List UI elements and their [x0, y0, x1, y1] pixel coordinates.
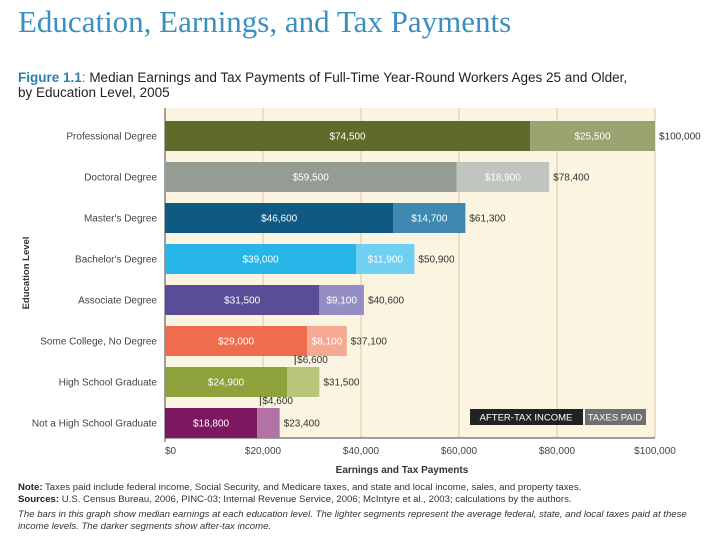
sources-line: Sources: U.S. Census Bureau, 2006, PINC-… [18, 494, 708, 506]
category-label: Associate Degree [78, 296, 157, 307]
bar-after-tax [165, 162, 457, 192]
bar-after-tax [165, 244, 357, 274]
bar-taxes-paid [287, 367, 320, 397]
total-value-label: $23,400 [284, 419, 321, 430]
taxes-value-label: $18,900 [485, 173, 522, 184]
bar-taxes-paid [257, 408, 280, 438]
x-tick-label: $80,000 [539, 446, 576, 457]
total-value-label: $31,500 [323, 378, 360, 389]
taxes-value-label: $4,600 [262, 396, 293, 407]
taxes-value-label: $11,900 [368, 255, 404, 266]
note-line: Note: Taxes paid include federal income,… [18, 482, 708, 494]
total-value-label: $61,300 [469, 214, 506, 225]
figure-label: Figure 1.1 [18, 70, 82, 85]
figure-label-colon: : [81, 70, 86, 85]
after-tax-value-label: $59,500 [293, 173, 330, 184]
bar-after-tax [165, 326, 308, 356]
bar-taxes-paid [393, 203, 466, 233]
figure-caption: Figure 1.1: Median Earnings and Tax Paym… [18, 70, 698, 100]
legend-after-tax-label: AFTER-TAX INCOME [480, 413, 573, 424]
total-value-label: $50,900 [418, 255, 455, 266]
category-label: Doctoral Degree [84, 173, 157, 184]
page-title: Education, Earnings, and Tax Payments [18, 4, 512, 39]
after-tax-value-label: $31,500 [224, 296, 261, 307]
taxes-value-label: $25,500 [574, 132, 611, 143]
total-value-label: $40,600 [368, 296, 405, 307]
total-value-label: $78,400 [553, 173, 590, 184]
legend-taxes-label: TAXES PAID [588, 413, 643, 424]
bar-after-tax [165, 203, 394, 233]
x-tick-label: $40,000 [343, 446, 380, 457]
taxes-value-label: $14,700 [411, 214, 448, 225]
note-label: Note: [18, 482, 43, 493]
bar-taxes-paid [307, 326, 347, 356]
legend-after-tax-swatch [470, 409, 583, 425]
bar-taxes-paid [356, 244, 415, 274]
legend-taxes-swatch [585, 409, 646, 425]
taxes-value-label: $8,100 [312, 337, 343, 348]
taxes-value-label: $6,600 [297, 355, 328, 366]
figure-caption-line2: by Education Level, 2005 [18, 85, 170, 100]
taxes-value-label: $9,100 [326, 296, 357, 307]
sources-label: Sources: [18, 494, 60, 505]
after-tax-value-label: $46,600 [261, 214, 298, 225]
after-tax-value-label: $74,500 [329, 132, 366, 143]
y-axis-label: Education Level [21, 237, 32, 310]
x-tick-label: $20,000 [245, 446, 282, 457]
category-label: Some College, No Degree [40, 337, 157, 348]
after-tax-value-label: $29,000 [218, 337, 255, 348]
bar-taxes-paid [530, 121, 655, 151]
after-tax-value-label: $39,000 [242, 255, 279, 266]
x-tick-label: $60,000 [441, 446, 478, 457]
bar-taxes-paid [456, 162, 550, 192]
bar-after-tax [165, 367, 288, 397]
x-axis-label: Earnings and Tax Payments [336, 465, 469, 476]
bar-taxes-paid [319, 285, 364, 315]
category-label: High School Graduate [59, 378, 158, 389]
after-tax-value-label: $24,900 [208, 378, 245, 389]
chart-notes: Note: Taxes paid include federal income,… [18, 482, 708, 533]
bar-after-tax [165, 408, 258, 438]
total-value-label: $100,000 [659, 132, 701, 143]
note-text: Taxes paid include federal income, Socia… [45, 482, 582, 493]
bar-after-tax [165, 285, 320, 315]
category-label: Master's Degree [84, 214, 157, 225]
total-value-label: $37,100 [351, 337, 388, 348]
x-tick-label: $0 [165, 446, 177, 457]
bar-after-tax [165, 121, 531, 151]
category-label: Not a High School Graduate [32, 419, 158, 430]
chart-description: The bars in this graph show median earni… [18, 509, 687, 532]
category-label: Bachelor's Degree [75, 255, 157, 266]
after-tax-value-label: $18,800 [193, 419, 230, 430]
sources-text: U.S. Census Bureau, 2006, PINC-03; Inter… [61, 494, 572, 505]
figure-caption-line1: Median Earnings and Tax Payments of Full… [89, 70, 628, 85]
category-label: Professional Degree [66, 132, 157, 143]
x-tick-label: $100,000 [634, 446, 676, 457]
